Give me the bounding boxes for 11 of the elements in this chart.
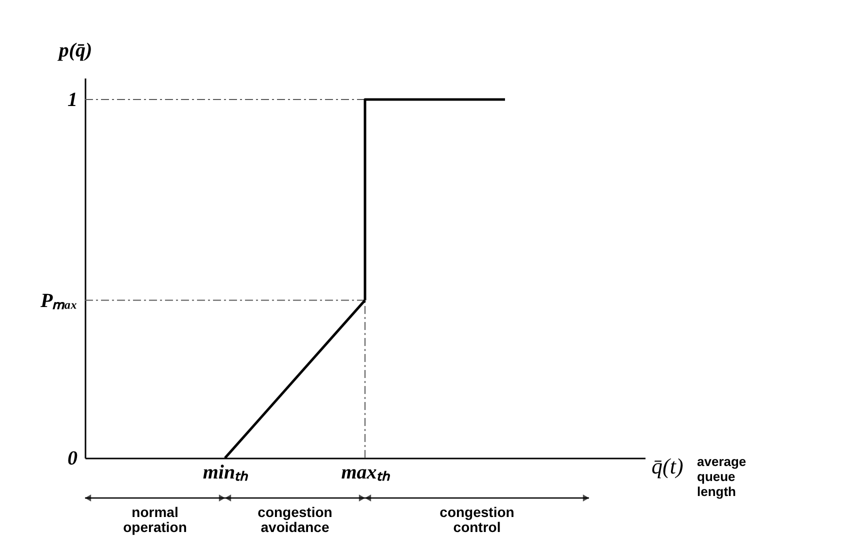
text: average queue length: [697, 454, 746, 499]
text: congestion control: [440, 504, 514, 535]
text: congestion avoidance: [258, 504, 332, 535]
text: normal operation: [123, 504, 187, 535]
x-tick-label: maxₜₕ: [341, 462, 391, 484]
y-tick-label: 0: [68, 448, 78, 470]
x-axis-title: q̄(t): [652, 454, 684, 478]
y-tick-label: Pₘₐₓ: [40, 290, 78, 312]
y-tick-label: 1: [68, 89, 78, 112]
y-axis-title: p(q̄): [56, 40, 92, 62]
x-tick-label: minₜₕ: [202, 462, 250, 484]
